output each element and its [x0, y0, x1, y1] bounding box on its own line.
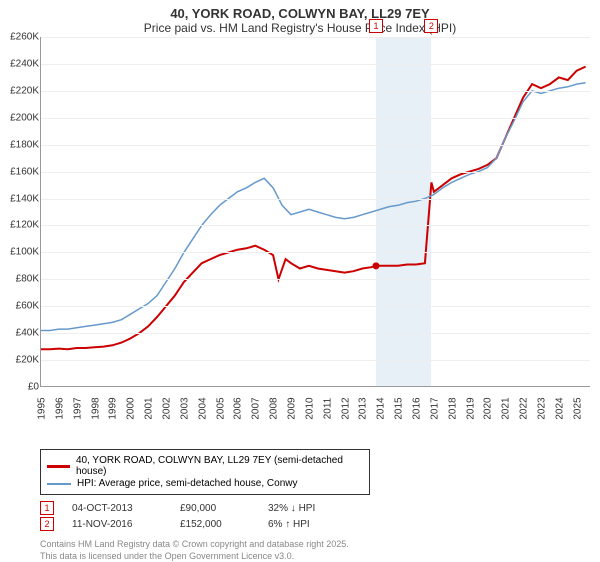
x-axis-tick: 2014: [376, 397, 387, 419]
x-axis-tick: 2003: [179, 397, 190, 419]
footer-copyright: Contains HM Land Registry data © Crown c…: [40, 539, 590, 551]
y-axis-tick: £20K: [0, 355, 39, 366]
x-axis-tick: 1995: [37, 397, 48, 419]
x-axis-tick: 2021: [501, 397, 512, 419]
y-axis-tick: £80K: [0, 274, 39, 285]
y-axis-tick: £100K: [0, 247, 39, 258]
x-axis-tick: 2020: [483, 397, 494, 419]
sale-date: 11-NOV-2016: [72, 519, 162, 530]
sale-marker-flag: 2: [424, 19, 438, 33]
x-axis-tick: 2007: [251, 397, 262, 419]
sale-marker-flag: 1: [369, 19, 383, 33]
x-axis-tick: 2025: [572, 397, 583, 419]
x-axis-tick: 2019: [465, 397, 476, 419]
x-axis-tick: 2016: [412, 397, 423, 419]
y-axis-tick: £120K: [0, 220, 39, 231]
x-axis-tick: 2004: [197, 397, 208, 419]
sale-dot: [373, 262, 380, 269]
x-axis-tick: 2008: [269, 397, 280, 419]
x-axis-tick: 2005: [215, 397, 226, 419]
sale-delta: 6% ↑ HPI: [268, 519, 310, 530]
sale-marker: 2: [40, 517, 54, 531]
x-axis-tick: 1996: [54, 397, 65, 419]
x-axis-tick: 2013: [358, 397, 369, 419]
plot-region: £0£20K£40K£60K£80K£100K£120K£140K£160K£1…: [40, 37, 590, 387]
x-axis-tick: 2010: [304, 397, 315, 419]
title-subtitle: Price paid vs. HM Land Registry's House …: [0, 21, 600, 35]
x-axis-tick: 2006: [233, 397, 244, 419]
y-axis-tick: £60K: [0, 301, 39, 312]
title-block: 40, YORK ROAD, COLWYN BAY, LL29 7EY Pric…: [0, 0, 600, 37]
sale-price: £152,000: [180, 519, 250, 530]
legend-swatch: [47, 483, 71, 485]
y-axis-tick: £140K: [0, 193, 39, 204]
legend-label: 40, YORK ROAD, COLWYN BAY, LL29 7EY (sem…: [76, 455, 363, 477]
x-axis-tick: 2000: [126, 397, 137, 419]
legend: 40, YORK ROAD, COLWYN BAY, LL29 7EY (sem…: [40, 449, 370, 495]
legend-swatch: [47, 465, 70, 468]
y-axis-tick: £200K: [0, 112, 39, 123]
x-axis-tick: 2024: [554, 397, 565, 419]
sale-date: 04-OCT-2013: [72, 503, 162, 514]
y-axis-tick: £160K: [0, 166, 39, 177]
x-axis-tick: 2001: [144, 397, 155, 419]
x-axis-tick: 2002: [162, 397, 173, 419]
y-axis-tick: £0: [0, 382, 39, 393]
sale-point-row: 1 04-OCT-2013 £90,000 32% ↓ HPI: [40, 501, 590, 515]
footer: Contains HM Land Registry data © Crown c…: [40, 539, 590, 562]
x-axis-tick: 2023: [537, 397, 548, 419]
sale-point-row: 2 11-NOV-2016 £152,000 6% ↑ HPI: [40, 517, 590, 531]
x-axis-tick: 1998: [90, 397, 101, 419]
sale-points-table: 1 04-OCT-2013 £90,000 32% ↓ HPI 2 11-NOV…: [40, 501, 590, 531]
sale-price: £90,000: [180, 503, 250, 514]
x-axis-tick: 2017: [429, 397, 440, 419]
chart-svg: [41, 37, 591, 387]
x-axis-tick: 2009: [287, 397, 298, 419]
series-hpi: [41, 83, 586, 331]
legend-item-price-paid: 40, YORK ROAD, COLWYN BAY, LL29 7EY (sem…: [47, 455, 363, 477]
title-address: 40, YORK ROAD, COLWYN BAY, LL29 7EY: [0, 6, 600, 21]
legend-item-hpi: HPI: Average price, semi-detached house,…: [47, 478, 363, 489]
y-axis-tick: £220K: [0, 85, 39, 96]
footer-licence: This data is licensed under the Open Gov…: [40, 551, 590, 562]
y-axis-tick: £180K: [0, 139, 39, 150]
x-axis-tick: 1999: [108, 397, 119, 419]
x-axis-tick: 2015: [394, 397, 405, 419]
x-axis-tick: 2012: [340, 397, 351, 419]
legend-label: HPI: Average price, semi-detached house,…: [77, 478, 298, 489]
y-axis-tick: £240K: [0, 58, 39, 69]
x-axis-tick: 2011: [322, 398, 333, 420]
x-axis-tick: 1997: [72, 397, 83, 419]
y-axis-tick: £40K: [0, 328, 39, 339]
sale-delta: 32% ↓ HPI: [268, 503, 315, 514]
x-axis-tick: 2018: [447, 397, 458, 419]
y-axis-tick: £260K: [0, 32, 39, 43]
x-axis-tick: 2022: [519, 397, 530, 419]
chart-container: 40, YORK ROAD, COLWYN BAY, LL29 7EY Pric…: [0, 0, 600, 560]
sale-marker: 1: [40, 501, 54, 515]
chart-area: £0£20K£40K£60K£80K£100K£120K£140K£160K£1…: [40, 37, 590, 407]
